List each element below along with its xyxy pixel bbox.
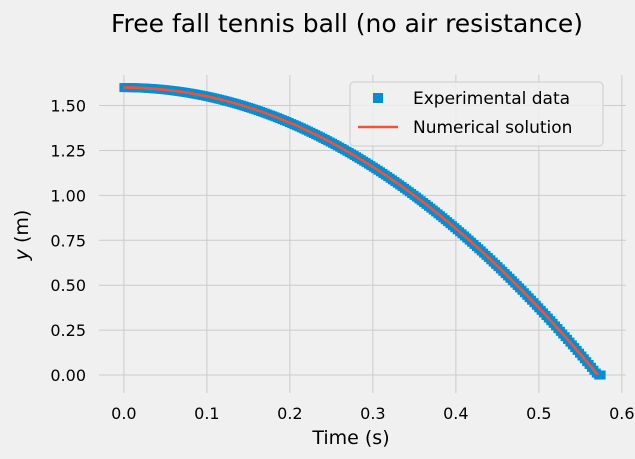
x-tick-label: 0.3 — [360, 404, 385, 423]
legend-entries: Experimental data Numerical solution — [358, 89, 572, 138]
x-tick-label: 0.1 — [194, 404, 219, 423]
x-tick-label: 0.0 — [111, 404, 136, 423]
y-tick-label: 0.50 — [50, 276, 86, 295]
series-layer — [119, 83, 606, 380]
legend-label: Numerical solution — [413, 118, 572, 138]
x-tick-labels: 0.0 0.1 0.2 0.3 0.4 0.5 0.6 — [111, 404, 634, 423]
x-axis-label: Time (s) — [311, 427, 389, 449]
y-tick-label: 0.25 — [50, 321, 86, 340]
y-tick-label: 1.25 — [50, 141, 86, 160]
y-axis-label: y (m) — [11, 210, 33, 262]
y-tick-label: 0.00 — [50, 366, 86, 385]
y-tick-labels: 0.00 0.25 0.50 0.75 1.00 1.25 1.50 — [50, 97, 86, 385]
y-tick-label: 1.00 — [50, 186, 86, 205]
legend-label: Experimental data — [413, 89, 570, 109]
series-line — [123, 86, 599, 376]
x-tick-label: 0.6 — [609, 404, 634, 423]
legend-frame — [349, 81, 604, 147]
chart-title: Free fall tennis ball (no air resistance… — [111, 9, 583, 38]
numerical-solution-series — [123, 86, 599, 376]
legend: Experimental data Numerical solution — [349, 81, 604, 147]
legend-marker-experimental — [373, 93, 383, 103]
y-tick-label: 0.75 — [50, 231, 86, 250]
x-tick-label: 0.4 — [443, 404, 468, 423]
x-tick-label: 0.5 — [526, 404, 551, 423]
x-tick-label: 0.2 — [277, 404, 302, 423]
data-point — [596, 370, 606, 380]
y-tick-label: 1.50 — [50, 97, 86, 116]
y-axis-label-variable: y — [11, 248, 33, 261]
y-axis-label-unit: (m) — [11, 210, 33, 249]
